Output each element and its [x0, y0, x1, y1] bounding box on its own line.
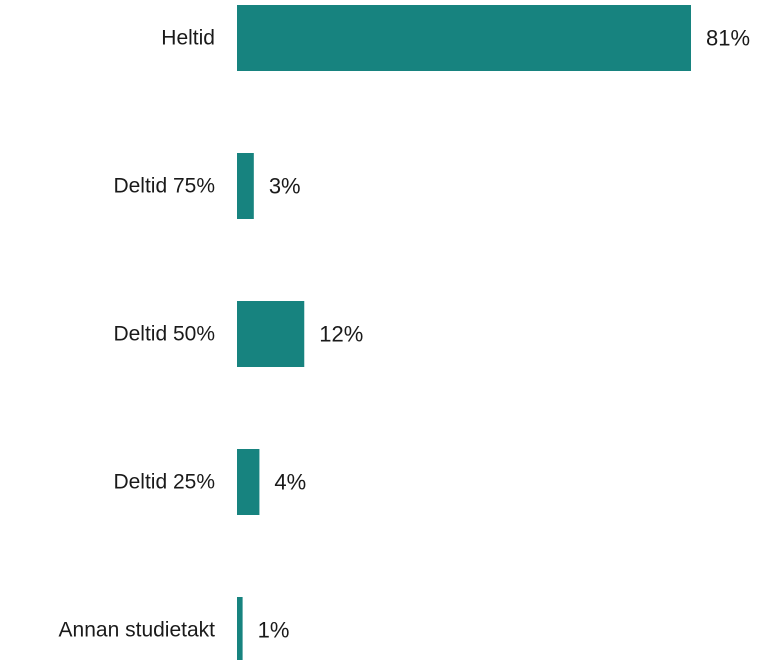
- labels-layer: Heltid 81% Deltid 75% 3% Deltid 50% 12% Deltid…: [59, 26, 751, 643]
- value-label-3: 4%: [274, 470, 306, 495]
- value-label-4: 1%: [258, 618, 290, 643]
- category-label-2: Deltid 50%: [113, 323, 215, 346]
- value-label-2: 12%: [319, 322, 363, 347]
- value-label-1: 3%: [269, 174, 301, 199]
- bar-1: [237, 153, 254, 219]
- bar-0: [237, 5, 691, 71]
- bar-2: [237, 301, 305, 367]
- category-label-3: Deltid 25%: [113, 471, 215, 494]
- bar-3: [237, 449, 260, 515]
- category-label-4: Annan studietakt: [59, 619, 216, 642]
- value-label-0: 81%: [706, 26, 750, 51]
- category-label-0: Heltid: [161, 27, 215, 50]
- category-label-1: Deltid 75%: [113, 175, 215, 198]
- bar-4: [237, 597, 243, 660]
- bars-layer: [237, 5, 691, 660]
